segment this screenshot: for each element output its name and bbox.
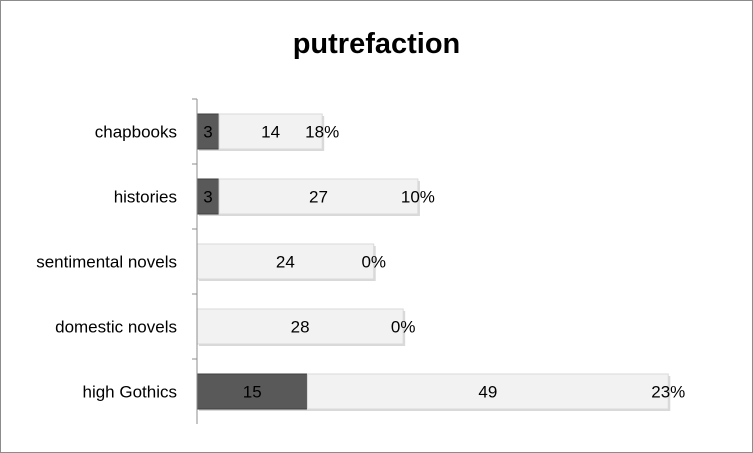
percent-label: 10% — [401, 188, 435, 207]
category-label: sentimental novels — [36, 253, 177, 272]
percent-label: 0% — [391, 318, 416, 337]
bar-segment — [196, 243, 375, 280]
data-label: 3 — [203, 188, 212, 207]
data-label: 28 — [291, 318, 310, 337]
data-labels: 3 14 18% 3 27 10% 24 0% 28 0% 15 49 23% — [203, 123, 685, 402]
data-label: 3 — [203, 123, 212, 142]
data-label: 24 — [276, 253, 295, 272]
bars-layer — [196, 113, 671, 411]
bar-segment — [218, 113, 323, 150]
data-label: 27 — [309, 188, 328, 207]
percent-label: 18% — [305, 123, 339, 142]
data-label: 15 — [243, 383, 262, 402]
data-label: 14 — [261, 123, 280, 142]
data-label: 49 — [478, 383, 497, 402]
percent-label: 0% — [361, 253, 386, 272]
bar-segment — [306, 373, 669, 410]
category-label: chapbooks — [95, 123, 177, 142]
bar-segment — [218, 178, 419, 215]
percent-label: 23% — [651, 383, 685, 402]
bar-segment — [196, 373, 308, 410]
category-labels: chapbooks histories sentimental novels dome… — [36, 98, 197, 402]
chart-title: putrefaction — [292, 28, 461, 60]
category-label: domestic novels — [55, 318, 177, 337]
category-label: high Gothics — [83, 383, 178, 402]
category-label: histories — [114, 188, 177, 207]
